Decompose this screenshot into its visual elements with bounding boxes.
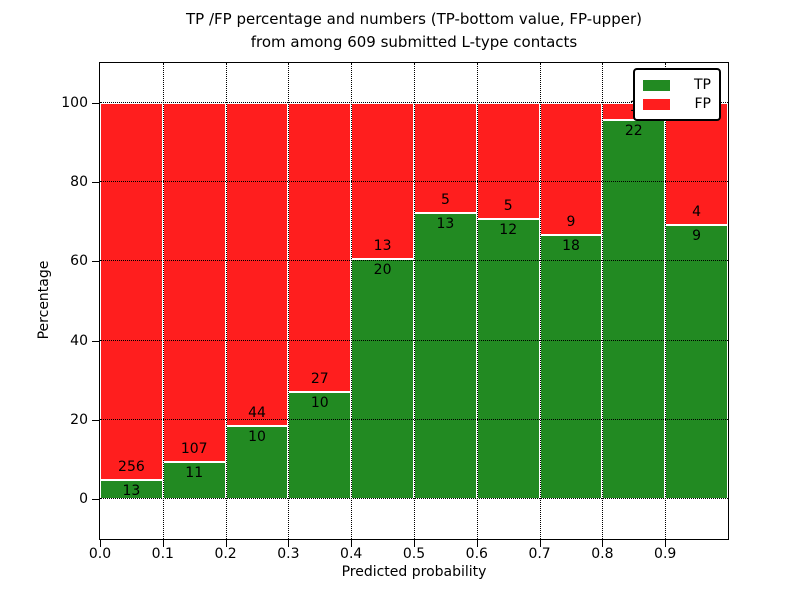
bar-segment-tp	[351, 258, 414, 500]
legend-swatch-tp	[643, 79, 670, 91]
y-tick-label: 100	[61, 94, 88, 111]
x-tick-label: 0.0	[88, 546, 112, 562]
x-tick-mark	[288, 540, 290, 547]
legend-label-fp: FP	[694, 96, 712, 112]
tp-count-label: 10	[248, 428, 266, 445]
y-axis-label: Percentage	[36, 260, 52, 340]
x-tick-mark	[100, 540, 101, 547]
tp-count-label: 11	[185, 465, 204, 482]
bar-segment-fp	[539, 102, 603, 235]
x-tick-mark	[665, 540, 667, 547]
tp-count-label: 18	[562, 237, 580, 254]
fp-count-label: 5	[440, 191, 450, 208]
gridline-vertical	[288, 63, 290, 539]
legend-item: FP	[643, 96, 711, 112]
x-tick-mark	[602, 540, 604, 547]
x-tick-mark	[162, 540, 164, 547]
fp-count-label: 5	[503, 198, 513, 215]
gridline-vertical	[539, 63, 541, 539]
y-tick-mark	[92, 182, 99, 183]
x-tick-label: 0.6	[465, 546, 488, 562]
legend-label-tp: TP	[694, 77, 711, 93]
bar-segment-fp	[162, 102, 226, 463]
y-tick-mark	[92, 340, 99, 342]
y-tick-label: 80	[70, 174, 88, 190]
tp-count-label: 22	[624, 122, 643, 139]
tp-count-label: 9	[692, 227, 702, 244]
gridline-vertical	[602, 63, 604, 539]
bar-segment-tp	[414, 212, 477, 500]
bar-segment-fp	[100, 102, 163, 481]
chart-title-line2: from among 609 submitted L-type contacts	[250, 33, 578, 51]
gridline-vertical	[162, 63, 164, 539]
bar-segment-tp	[539, 234, 603, 500]
fp-count-label: 4	[692, 203, 702, 220]
tp-count-label: 10	[310, 395, 329, 412]
gridline-vertical	[665, 63, 667, 539]
x-axis-label: Predicted probability	[341, 564, 487, 580]
x-tick-label: 0.1	[151, 546, 174, 562]
bar-segment-fp	[476, 102, 540, 220]
legend: TP FP	[633, 68, 721, 121]
chart-title: TP /FP percentage and numbers (TP-bottom…	[99, 8, 729, 54]
y-tick-label: 40	[70, 332, 88, 349]
x-tick-label: 0.3	[277, 546, 300, 562]
tp-count-label: 12	[499, 222, 518, 239]
fp-count-label: 44	[248, 404, 266, 421]
x-tick-mark	[225, 540, 227, 547]
y-tick-mark	[92, 261, 99, 263]
tp-count-label: 13	[436, 215, 455, 232]
tp-count-label: 20	[373, 261, 392, 278]
gridline-vertical	[351, 63, 353, 539]
y-tick-label: 60	[70, 253, 88, 270]
x-tick-mark	[476, 540, 478, 547]
bar-segment-tp	[602, 119, 666, 500]
y-tick-mark	[92, 499, 99, 501]
bar-segment-fp	[414, 102, 477, 213]
fp-count-label: 13	[373, 237, 392, 254]
gridline-vertical	[414, 63, 415, 539]
chart-title-line1: TP /FP percentage and numbers (TP-bottom…	[186, 10, 642, 28]
bar-segment-fp	[288, 102, 352, 393]
x-tick-label: 0.5	[402, 546, 426, 562]
legend-item: TP	[643, 77, 711, 93]
fp-count-label: 27	[310, 371, 329, 388]
x-tick-mark	[351, 540, 353, 547]
tp-count-label: 13	[122, 483, 141, 500]
bar-segment-tp	[288, 392, 352, 500]
bar-segment-tp	[665, 224, 728, 500]
bar-segment-fp	[225, 102, 289, 426]
fp-count-label: 107	[180, 441, 208, 458]
x-tick-mark	[414, 540, 415, 547]
y-tick-mark	[92, 420, 99, 421]
fp-count-label: 256	[118, 459, 145, 476]
x-tick-mark	[539, 540, 541, 547]
x-tick-label: 0.7	[528, 546, 551, 562]
bar-segment-tp	[476, 219, 540, 500]
bar-segment-fp	[665, 102, 728, 225]
gridline-vertical	[225, 63, 227, 539]
legend-swatch-fp	[643, 98, 670, 110]
fp-count-label: 9	[566, 213, 576, 230]
gridline-vertical	[476, 63, 478, 539]
x-tick-label: 0.8	[591, 546, 614, 562]
x-tick-label: 0.2	[214, 546, 237, 562]
y-tick-mark	[92, 102, 99, 104]
x-tick-label: 0.9	[654, 546, 677, 562]
x-tick-label: 0.4	[340, 546, 363, 562]
y-tick-label: 0	[79, 491, 88, 508]
y-tick-label: 20	[70, 412, 88, 428]
